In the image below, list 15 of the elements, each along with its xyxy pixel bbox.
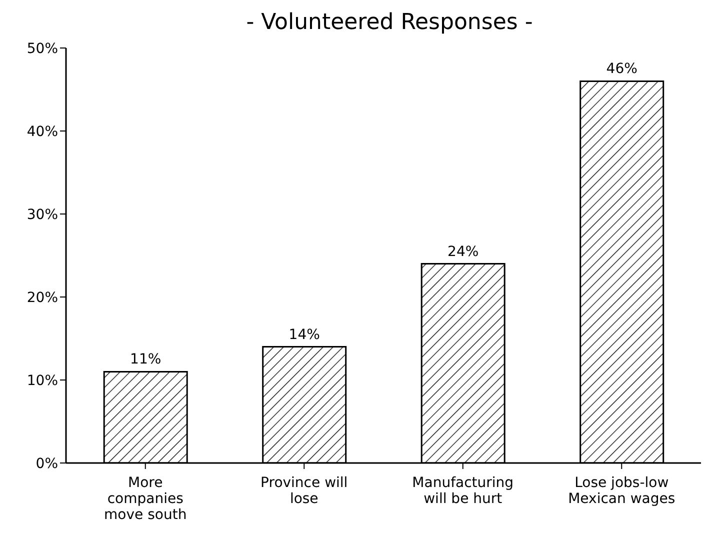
data-label: 14% xyxy=(288,326,320,343)
y-tick-label: 50% xyxy=(26,40,58,57)
y-tick-label: 40% xyxy=(26,124,58,140)
y-tick-label: 10% xyxy=(26,372,58,389)
y-tick-label: 30% xyxy=(26,206,58,223)
y-tick-label: 0% xyxy=(36,456,58,472)
x-tick-label: Province will lose xyxy=(260,475,348,507)
x-tick-label: More companies move south xyxy=(104,475,187,523)
data-label: 46% xyxy=(606,61,638,78)
data-label: 24% xyxy=(448,244,479,260)
x-tick-label: Manufacturing will be hurt xyxy=(412,475,514,507)
x-tick-label: Lose jobs-low Mexican wages xyxy=(568,475,676,507)
y-tick-label: 20% xyxy=(26,290,58,306)
data-label: 11% xyxy=(130,352,162,368)
chart-title: - Volunteered Responses - xyxy=(245,9,534,37)
